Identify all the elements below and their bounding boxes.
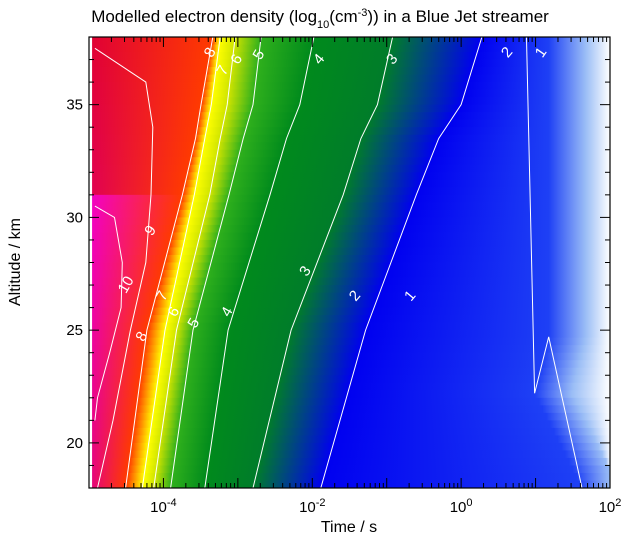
density-field bbox=[89, 37, 610, 488]
contour-line-3 bbox=[252, 37, 394, 488]
contour-line-2 bbox=[320, 37, 483, 488]
y-tick-label: 30 bbox=[66, 209, 83, 226]
contour-line-8 bbox=[125, 37, 214, 488]
x-tick-label: 10-2 bbox=[299, 497, 325, 516]
y-axis-ticks: 20 25 30 35 bbox=[66, 36, 610, 489]
contour-line-6 bbox=[153, 37, 236, 488]
contour-label-10: 10 bbox=[115, 273, 138, 296]
contour-lines bbox=[94, 37, 583, 488]
contour-line-10 bbox=[94, 205, 123, 421]
contour-line-4 bbox=[204, 37, 315, 488]
y-tick-label: 35 bbox=[66, 97, 83, 114]
chart-title: Modelled electron density (log10(cm-3)) … bbox=[91, 7, 549, 31]
x-axis-ticks: 10-4 10-2 100 102 bbox=[88, 37, 622, 516]
contour-line-9 bbox=[94, 47, 154, 488]
contour-line-1 bbox=[525, 37, 583, 488]
x-axis-label: Time / s bbox=[321, 519, 377, 536]
x-tick-label: 10-4 bbox=[150, 497, 176, 516]
y-tick-label: 25 bbox=[66, 322, 83, 339]
contour-line-5 bbox=[170, 37, 262, 488]
y-tick-label: 20 bbox=[66, 435, 83, 452]
contour-line-7 bbox=[141, 37, 221, 488]
y-axis-label: Altitude / km bbox=[7, 218, 24, 306]
x-tick-label: 100 bbox=[450, 497, 473, 516]
x-tick-label: 102 bbox=[599, 497, 622, 516]
